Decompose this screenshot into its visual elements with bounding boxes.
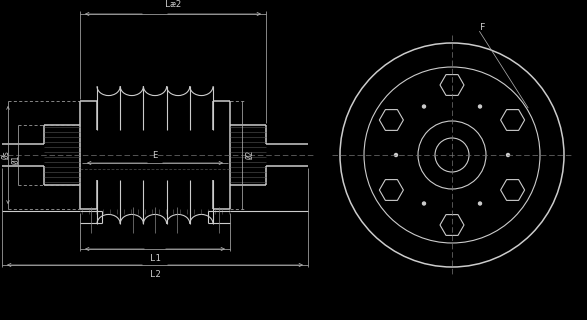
Text: Ø1: Ø1: [12, 156, 21, 164]
Circle shape: [423, 105, 426, 108]
Text: L1: L1: [150, 254, 160, 263]
Circle shape: [507, 154, 510, 156]
Text: E: E: [152, 150, 158, 159]
Circle shape: [478, 105, 481, 108]
Text: F: F: [480, 22, 485, 31]
Text: Øs: Øs: [2, 150, 11, 160]
Text: L2: L2: [150, 270, 160, 279]
Text: Ø2: Ø2: [246, 150, 255, 160]
Circle shape: [394, 154, 397, 156]
Circle shape: [423, 202, 426, 205]
Circle shape: [478, 202, 481, 205]
Text: Læ2: Læ2: [165, 0, 181, 9]
